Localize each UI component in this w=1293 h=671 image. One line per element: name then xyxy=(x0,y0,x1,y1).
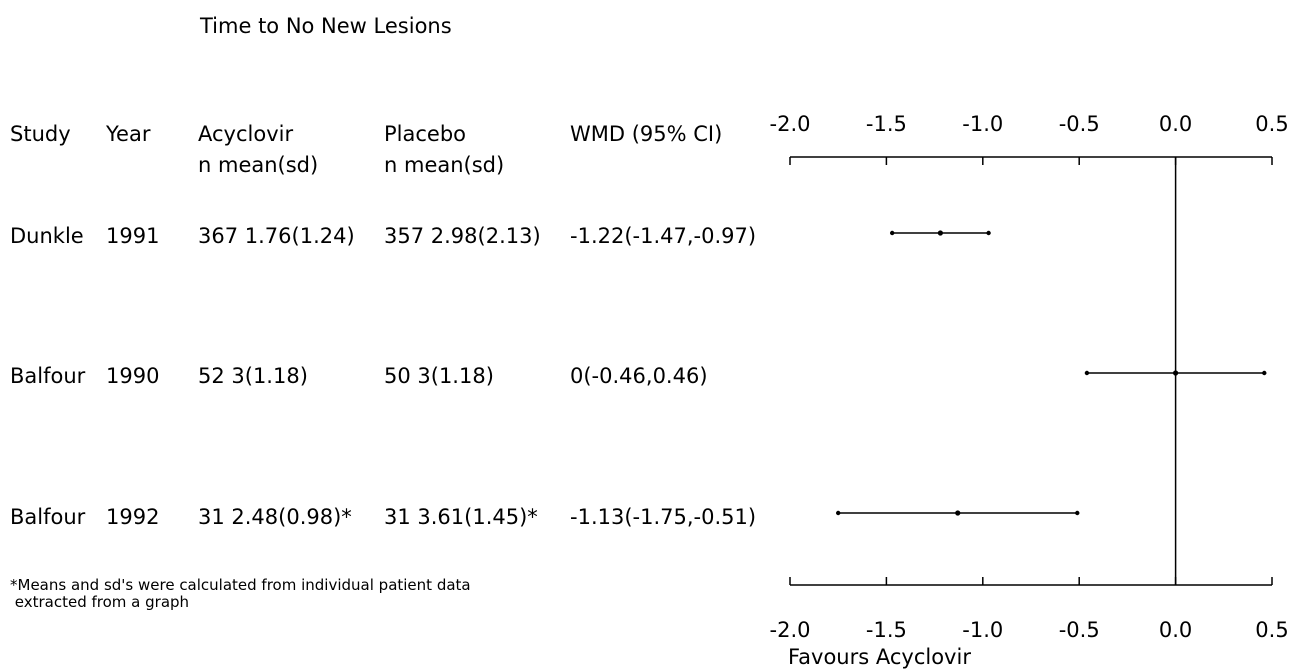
header-wmd: WMD (95% CI) xyxy=(570,122,723,146)
header-year: Year xyxy=(106,122,151,146)
x-axis-label: Favours Acyclovir xyxy=(788,645,971,669)
top-tick-label-0: -2.0 xyxy=(770,112,811,136)
row-0-wmd: -1.22(-1.47,-0.97) xyxy=(570,224,757,248)
row-0-acyclovir: 367 1.76(1.24) xyxy=(198,224,355,248)
ci-lower-cap-1 xyxy=(1084,370,1090,376)
row-2-placebo: 31 3.61(1.45)* xyxy=(384,505,538,529)
top-tick-label-2: -1.0 xyxy=(962,112,1003,136)
row-1-study: Balfour xyxy=(10,364,86,388)
row-1-placebo: 50 3(1.18) xyxy=(384,364,494,388)
header-acyclovir-line1: Acyclovir xyxy=(198,122,294,146)
row-1-year: 1990 xyxy=(106,364,160,388)
footnote: *Means and sd's were calculated from ind… xyxy=(10,576,471,611)
row-2-study: Balfour xyxy=(10,505,86,529)
top-tick-label-5: 0.5 xyxy=(1255,112,1288,136)
bottom-tick-label-5: 0.5 xyxy=(1255,618,1288,642)
ci-lower-cap-0 xyxy=(889,230,895,236)
row-1-wmd: 0(-0.46,0.46) xyxy=(570,364,708,388)
top-tick-label-1: -1.5 xyxy=(866,112,907,136)
top-tick-label-3: -0.5 xyxy=(1059,112,1100,136)
row-0-placebo: 357 2.98(2.13) xyxy=(384,224,541,248)
header-placebo-line1: Placebo xyxy=(384,122,467,146)
header-study: Study xyxy=(10,122,71,146)
ci-lower-cap-2 xyxy=(836,510,841,516)
point-estimate-0 xyxy=(937,230,943,236)
row-2-wmd: -1.13(-1.75,-0.51) xyxy=(570,505,757,529)
bottom-tick-label-1: -1.5 xyxy=(866,618,907,642)
chart-title: Time to No New Lesions xyxy=(200,14,452,38)
header-placebo-line2: n mean(sd) xyxy=(384,153,505,177)
row-2-acyclovir: 31 2.48(0.98)* xyxy=(198,505,352,529)
header-acyclovir: Acyclovir n mean(sd) xyxy=(198,119,318,181)
bottom-tick-label-0: -2.0 xyxy=(770,618,811,642)
ci-upper-cap-2 xyxy=(1075,510,1080,516)
row-0-study: Dunkle xyxy=(10,224,84,248)
bottom-tick-label-2: -1.0 xyxy=(962,618,1003,642)
point-estimate-1 xyxy=(1173,370,1179,376)
row-2-year: 1992 xyxy=(106,505,160,529)
top-tick-label-4: 0.0 xyxy=(1159,112,1192,136)
point-estimate-2 xyxy=(955,510,961,516)
header-placebo: Placebo n mean(sd) xyxy=(384,119,504,181)
ci-upper-cap-0 xyxy=(986,230,991,236)
header-acyclovir-line2: n mean(sd) xyxy=(198,153,319,177)
bottom-tick-label-4: 0.0 xyxy=(1159,618,1192,642)
ci-upper-cap-1 xyxy=(1262,370,1267,376)
row-1-acyclovir: 52 3(1.18) xyxy=(198,364,308,388)
bottom-tick-label-3: -0.5 xyxy=(1059,618,1100,642)
row-0-year: 1991 xyxy=(106,224,160,248)
